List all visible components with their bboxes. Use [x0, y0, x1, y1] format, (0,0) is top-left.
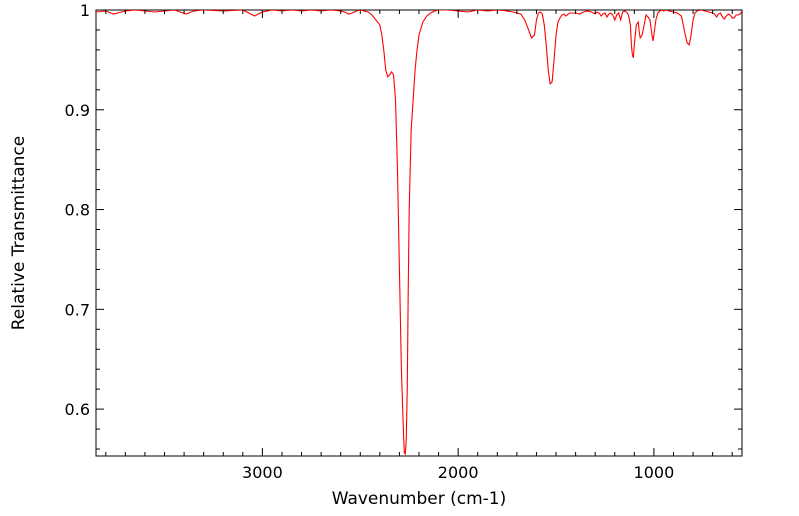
plot-area: 3000 2000 1000 0.6 0.7 0.8 0.9 1 [65, 1, 743, 482]
y-axis-title: Relative Transmittance [9, 136, 29, 331]
y-tick-label: 0.7 [65, 300, 90, 319]
y-tick-label: 0.9 [65, 101, 90, 120]
y-tick-label: 1 [80, 1, 90, 20]
y-axis-ticks: 0.6 0.7 0.8 0.9 1 [65, 1, 742, 450]
y-tick-label: 0.6 [65, 400, 90, 419]
x-axis-title: Wavenumber (cm-1) [332, 489, 507, 509]
x-tick-label: 1000 [634, 463, 675, 482]
y-tick-label: 0.8 [65, 201, 90, 220]
x-tick-label: 2000 [438, 463, 479, 482]
plot-frame [95, 9, 743, 457]
x-tick-label: 3000 [242, 463, 283, 482]
x-axis-ticks: 3000 2000 1000 [105, 10, 733, 482]
spectrum-line [96, 10, 742, 456]
